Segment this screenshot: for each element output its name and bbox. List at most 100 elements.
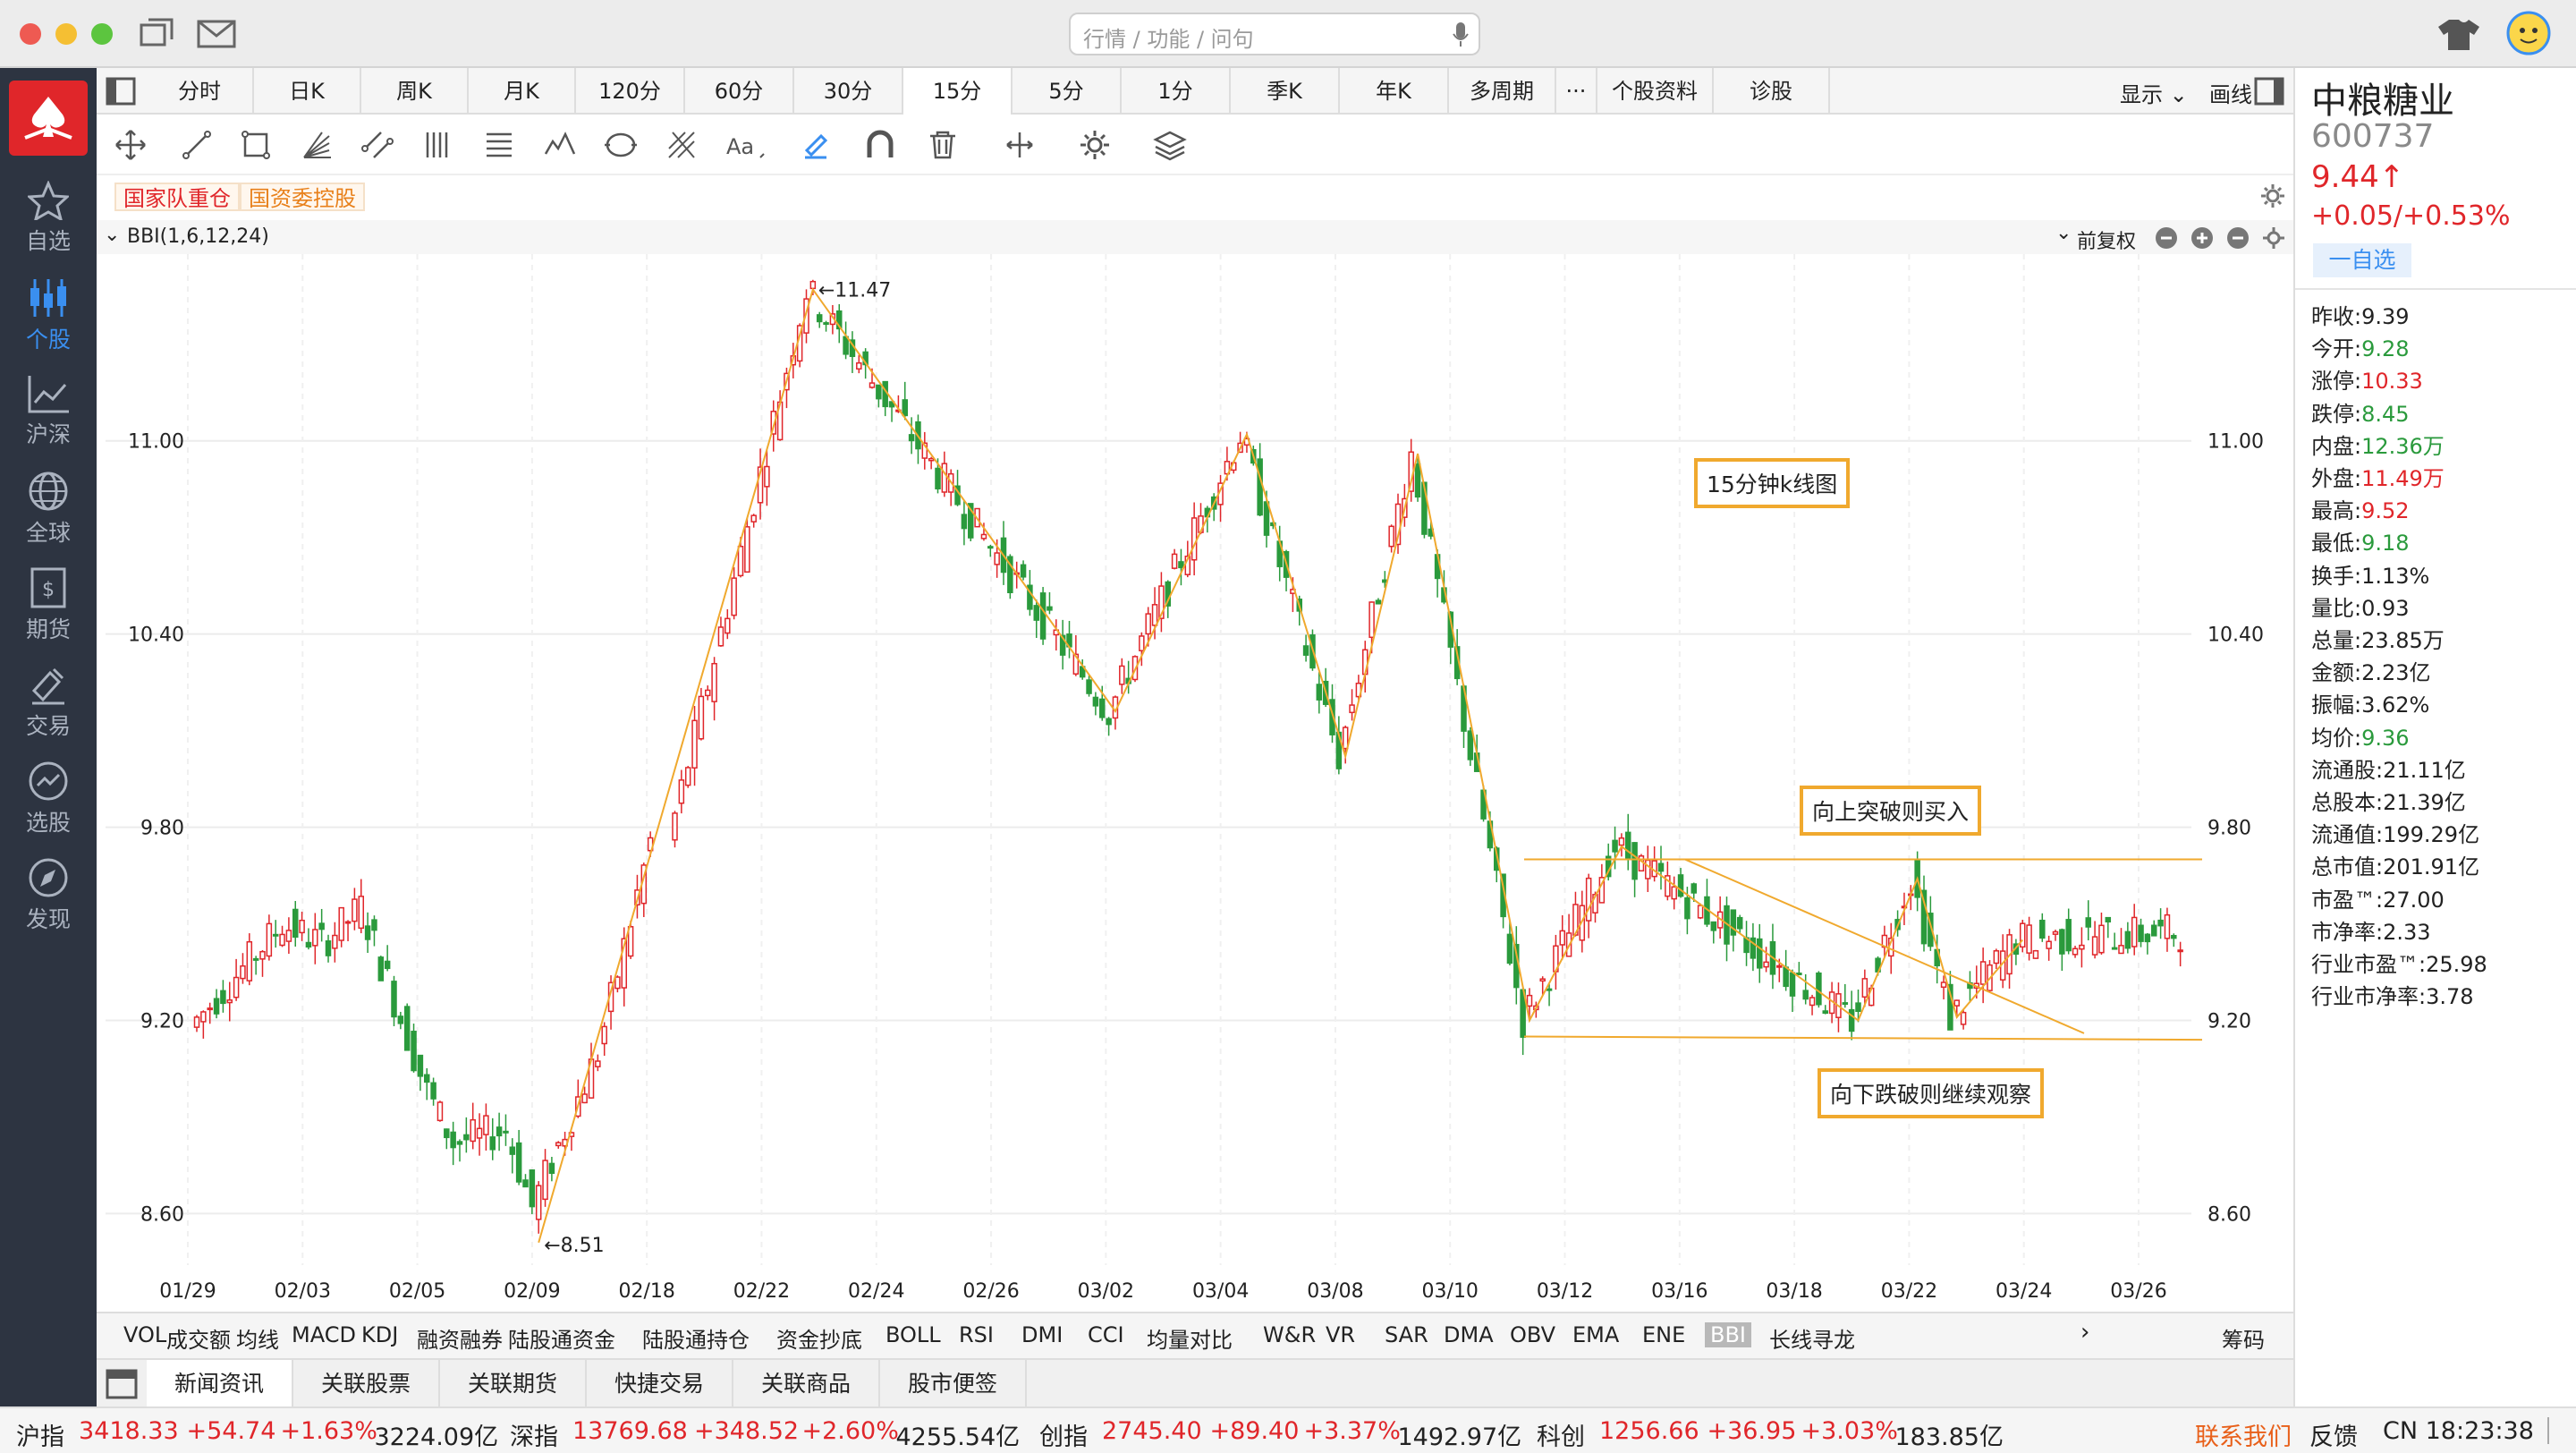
index-name[interactable]: 科创 bbox=[1537, 1423, 1585, 1451]
indicator-tab[interactable]: MACD bbox=[292, 1322, 356, 1347]
windows-icon[interactable] bbox=[140, 18, 175, 48]
zoom-out-icon[interactable] bbox=[2227, 227, 2249, 249]
period-tab[interactable]: 15分 bbox=[903, 68, 1013, 115]
news-tab[interactable]: 关联商品 bbox=[733, 1360, 880, 1408]
display-dropdown[interactable]: 显示 ⌄ bbox=[2120, 77, 2188, 108]
parallel-channel-icon[interactable] bbox=[360, 127, 395, 163]
period-tab[interactable]: 30分 bbox=[794, 68, 903, 115]
news-tab[interactable]: 快捷交易 bbox=[587, 1360, 733, 1408]
indicator-tab[interactable]: VOL bbox=[123, 1322, 167, 1347]
news-tab[interactable]: 股市便签 bbox=[880, 1360, 1027, 1408]
indicator-tab[interactable]: 资金抄底 bbox=[776, 1328, 862, 1353]
indicator-tab[interactable]: W&R bbox=[1263, 1322, 1317, 1347]
sidebar-item-market[interactable]: 沪深 bbox=[0, 374, 97, 449]
period-tab[interactable]: 分时 bbox=[147, 68, 254, 115]
measure-icon[interactable] bbox=[1002, 127, 1038, 163]
collapse-icon[interactable] bbox=[2156, 227, 2177, 249]
layers-icon[interactable] bbox=[1152, 127, 1188, 163]
close-window-button[interactable] bbox=[20, 23, 41, 45]
news-tab[interactable]: 新闻资讯 bbox=[147, 1360, 293, 1408]
contact-us-link[interactable]: 联系我们 bbox=[2195, 1423, 2292, 1451]
settings-gear-icon[interactable] bbox=[2263, 227, 2284, 249]
period-tab[interactable]: 个股资料 bbox=[1597, 68, 1714, 115]
period-tab[interactable]: 周K bbox=[361, 68, 469, 115]
minimize-window-button[interactable] bbox=[55, 23, 77, 45]
kline-chart[interactable]: 11.00 11.00 10.40 10.40 9.80 9.80 9.20 9.20 8.60… bbox=[97, 254, 2293, 1312]
annotation-box[interactable]: 向上突破则买入 bbox=[1800, 786, 1982, 836]
indicator-tab[interactable]: BOLL bbox=[886, 1322, 941, 1347]
index-name[interactable]: 深指 bbox=[510, 1423, 558, 1451]
news-tab[interactable]: 关联股票 bbox=[293, 1360, 440, 1408]
index-name[interactable]: 创指 bbox=[1039, 1423, 1088, 1451]
gann-tool-icon[interactable] bbox=[664, 127, 699, 163]
sidebar-item-discover[interactable]: 发现 bbox=[0, 857, 97, 934]
period-tab[interactable]: 多周期 bbox=[1449, 68, 1556, 115]
move-cursor-icon[interactable] bbox=[113, 127, 148, 163]
trash-icon[interactable] bbox=[925, 127, 961, 163]
adjust-dropdown[interactable]: 前复权 bbox=[2077, 231, 2137, 253]
right-panel-toggle-icon[interactable] bbox=[2254, 77, 2284, 106]
kline-chart-svg[interactable]: 11.00 11.00 10.40 10.40 9.80 9.80 9.20 9.20 8.60… bbox=[97, 254, 2293, 1312]
indicator-tab[interactable]: SAR bbox=[1385, 1322, 1428, 1347]
support-line[interactable] bbox=[1523, 1035, 2203, 1041]
cycle-tool-icon[interactable] bbox=[603, 127, 639, 163]
feedback-button[interactable]: 反馈 bbox=[2309, 1423, 2358, 1451]
wave-tool-icon[interactable] bbox=[542, 127, 578, 163]
chevron-right-icon[interactable]: › bbox=[2080, 1319, 2090, 1346]
add-watchlist-button[interactable]: 一自选 bbox=[2313, 243, 2411, 277]
indicator-tab[interactable]: OBV bbox=[1510, 1322, 1556, 1347]
indicator-tab[interactable]: DMI bbox=[1021, 1322, 1063, 1347]
draw-line-button[interactable]: 画线 bbox=[2209, 82, 2252, 107]
fan-lines-icon[interactable] bbox=[299, 127, 335, 163]
indicator-tab[interactable]: EMA bbox=[1572, 1322, 1620, 1347]
sidebar-item-watchlist[interactable]: 自选 bbox=[0, 181, 97, 256]
indicator-tab[interactable]: 长线寻龙 bbox=[1769, 1328, 1855, 1353]
period-tab[interactable]: 60分 bbox=[685, 68, 794, 115]
sidebar-item-futures[interactable]: $ 期货 bbox=[0, 567, 97, 644]
indicator-tab[interactable]: 陆股通资金 bbox=[508, 1328, 615, 1353]
mail-icon[interactable] bbox=[197, 20, 236, 48]
indicator-tab[interactable]: RSI bbox=[959, 1322, 994, 1347]
text-tool-icon[interactable]: Aa bbox=[724, 127, 767, 163]
indicator-tab[interactable]: ENE bbox=[1642, 1322, 1686, 1347]
sidebar-item-trade[interactable]: 交易 bbox=[0, 664, 97, 741]
magnet-icon[interactable] bbox=[862, 127, 898, 163]
annotation-box[interactable]: 15分钟k线图 bbox=[1694, 458, 1851, 508]
chips-button[interactable]: 筹码 bbox=[2222, 1328, 2265, 1353]
settings-gear-icon[interactable] bbox=[1077, 127, 1113, 163]
index-name[interactable]: 沪指 bbox=[16, 1423, 64, 1451]
news-tab[interactable]: 关联期货 bbox=[440, 1360, 587, 1408]
period-tab[interactable]: 日K bbox=[254, 68, 361, 115]
period-tab[interactable]: ··· bbox=[1556, 68, 1597, 115]
trend-zigzag-line[interactable] bbox=[538, 287, 2024, 1244]
indicator-tab[interactable]: 陆股通持仓 bbox=[642, 1328, 750, 1353]
line-segment-icon[interactable] bbox=[179, 127, 215, 163]
chevron-down-icon[interactable]: ⌄ bbox=[104, 224, 121, 246]
drawn-trend-lines[interactable] bbox=[538, 287, 2203, 1244]
period-tab[interactable]: 诊股 bbox=[1714, 68, 1830, 115]
settings-gear-icon[interactable] bbox=[2259, 183, 2286, 209]
period-tab[interactable]: 月K bbox=[469, 68, 576, 115]
trend-line[interactable] bbox=[1684, 858, 2085, 1034]
highlighter-icon[interactable] bbox=[798, 127, 834, 163]
period-tab[interactable]: 120分 bbox=[576, 68, 685, 115]
avatar[interactable] bbox=[2506, 11, 2551, 55]
sidebar-item-screener[interactable]: 选股 bbox=[0, 760, 97, 837]
indicator-tab[interactable]: VR bbox=[1326, 1322, 1356, 1347]
microphone-icon[interactable] bbox=[1452, 21, 1470, 48]
maximize-window-button[interactable] bbox=[91, 23, 113, 45]
indicator-tab[interactable]: 成交额 bbox=[166, 1328, 231, 1353]
indicator-tab[interactable]: 融资融券 bbox=[417, 1328, 503, 1353]
sidebar-item-global[interactable]: 全球 bbox=[0, 471, 97, 548]
indicator-tab[interactable]: CCI bbox=[1088, 1322, 1124, 1347]
period-tab[interactable]: 年K bbox=[1340, 68, 1449, 115]
annotation-box[interactable]: 向下跌破则继续观察 bbox=[1818, 1068, 2045, 1118]
period-tab[interactable]: 5分 bbox=[1013, 68, 1122, 115]
panel-toggle-icon[interactable] bbox=[106, 77, 136, 106]
zoom-in-icon[interactable] bbox=[2191, 227, 2213, 249]
horizontal-levels-icon[interactable] bbox=[481, 127, 517, 163]
period-tab[interactable]: 1分 bbox=[1122, 68, 1231, 115]
tag-sasac[interactable]: 国资委控股 bbox=[240, 183, 365, 211]
search-box[interactable]: 行情 / 功能 / 问句 bbox=[1069, 13, 1480, 55]
tag-national-team[interactable]: 国家队重仓 bbox=[114, 183, 240, 211]
